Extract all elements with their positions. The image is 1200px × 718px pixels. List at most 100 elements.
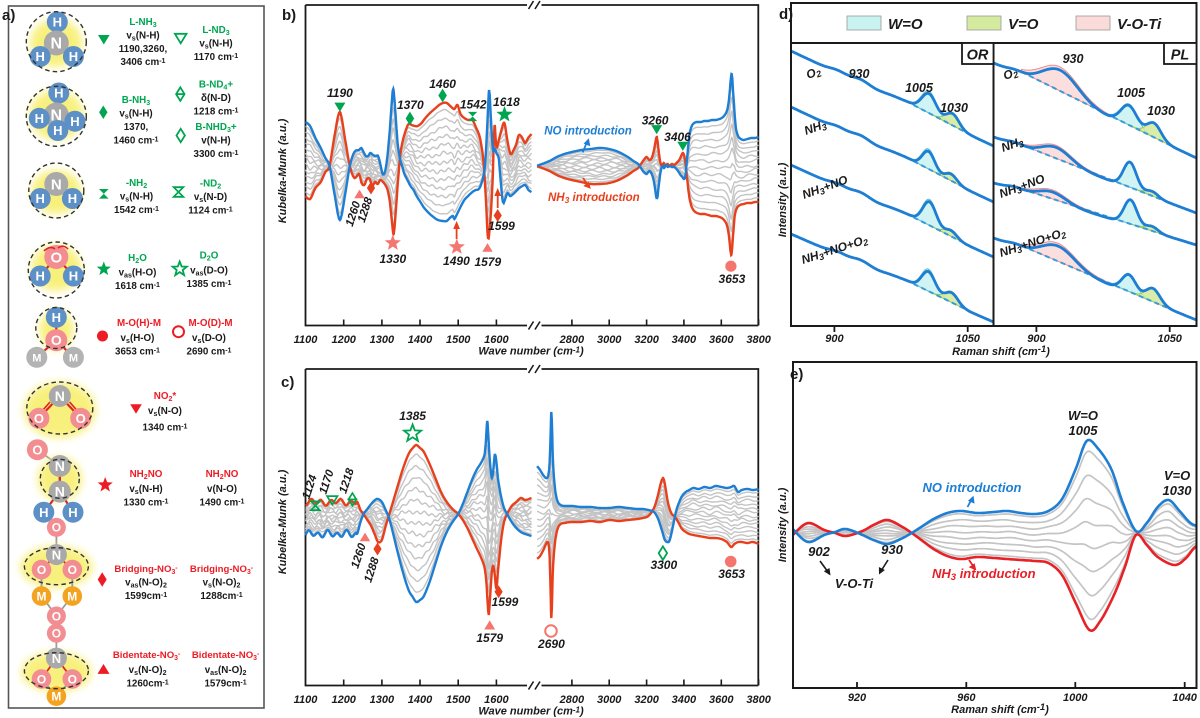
svg-text:1218 cm-1: 1218 cm-1 <box>194 106 239 117</box>
svg-text:δ(N-D): δ(N-D) <box>201 93 231 104</box>
svg-text:1618 cm-1: 1618 cm-1 <box>115 281 160 292</box>
svg-text:vs(N-H): vs(N-H) <box>199 39 232 51</box>
svg-text:1170 cm-1: 1170 cm-1 <box>194 52 239 63</box>
svg-text:1300: 1300 <box>370 694 395 706</box>
svg-text:-ND2: -ND2 <box>200 179 221 191</box>
svg-text:3800: 3800 <box>746 694 771 706</box>
svg-text:Raman shift (cm-1): Raman shift (cm-1) <box>951 702 1049 716</box>
svg-text:N: N <box>51 176 62 193</box>
svg-text:1190: 1190 <box>327 86 353 100</box>
svg-text:1579: 1579 <box>474 255 501 269</box>
svg-text:3600: 3600 <box>709 694 734 706</box>
svg-text:3406 cm-1: 3406 cm-1 <box>121 57 166 68</box>
svg-text:a): a) <box>2 7 15 24</box>
svg-text:902: 902 <box>808 544 830 559</box>
svg-text:H: H <box>69 269 78 284</box>
svg-text:NH2NO: NH2NO <box>130 469 163 481</box>
svg-text:M: M <box>37 590 47 604</box>
svg-text:1460: 1460 <box>429 77 456 91</box>
svg-text:OR: OR <box>967 48 989 64</box>
svg-text:900: 900 <box>825 333 844 345</box>
svg-text:M-O(H)-M: M-O(H)-M <box>117 318 161 329</box>
svg-text:M: M <box>67 590 77 604</box>
svg-text:NO introduction: NO introduction <box>544 126 632 138</box>
svg-text:NH3 introduction: NH3 introduction <box>548 192 640 205</box>
svg-text:1050: 1050 <box>1157 333 1182 345</box>
svg-text:1400: 1400 <box>408 694 433 706</box>
svg-text:3400: 3400 <box>672 694 697 706</box>
svg-text:3400: 3400 <box>672 334 697 346</box>
svg-text:H: H <box>70 114 79 129</box>
svg-text:O: O <box>50 249 62 266</box>
svg-text:3653 cm-1: 3653 cm-1 <box>115 346 160 357</box>
svg-text:1005: 1005 <box>1117 86 1146 100</box>
svg-text:O: O <box>52 626 61 640</box>
svg-text:V-O-Ti: V-O-Ti <box>835 576 874 591</box>
svg-text:O: O <box>68 563 77 577</box>
svg-text:H: H <box>69 49 78 64</box>
svg-text:vs(N-D): vs(N-D) <box>194 192 227 204</box>
svg-text:920: 920 <box>848 692 867 704</box>
svg-text:O: O <box>51 332 62 348</box>
svg-text:1542: 1542 <box>460 98 487 112</box>
svg-text:vs(H-O): vs(H-O) <box>121 333 155 345</box>
svg-text:D2O: D2O <box>200 251 219 263</box>
svg-text:Bidentate-NO3-: Bidentate-NO3- <box>192 650 260 662</box>
svg-text:-NH2: -NH2 <box>126 178 147 190</box>
svg-text:Bidentate-NO3-: Bidentate-NO3- <box>113 650 181 662</box>
svg-text:1599: 1599 <box>492 595 519 609</box>
svg-text:2800: 2800 <box>559 694 585 706</box>
svg-text:N: N <box>51 36 63 53</box>
svg-text:1600: 1600 <box>484 694 509 706</box>
svg-text:1005: 1005 <box>1069 423 1099 438</box>
svg-text:Kubelka-Munk (a.u.): Kubelka-Munk (a.u.) <box>277 469 289 574</box>
svg-text:H: H <box>54 86 63 101</box>
svg-text:v(N-O): v(N-O) <box>207 484 237 495</box>
svg-text:vs(N-H): vs(N-H) <box>120 192 153 204</box>
svg-text:1542 cm-1: 1542 cm-1 <box>114 205 159 216</box>
svg-text:b): b) <box>282 7 296 24</box>
svg-text:vas(N-O)2: vas(N-O)2 <box>125 578 167 590</box>
svg-text:1300: 1300 <box>370 334 395 346</box>
svg-text:H: H <box>35 111 44 126</box>
svg-text:1370,: 1370, <box>124 122 149 133</box>
svg-text:vs(N-O): vs(N-O) <box>148 406 182 418</box>
svg-text:Kubelka-Munk (a.u.): Kubelka-Munk (a.u.) <box>277 118 289 223</box>
svg-text:O: O <box>52 521 61 535</box>
svg-text:H: H <box>68 191 77 206</box>
svg-text:M: M <box>51 690 61 704</box>
svg-text:NH2NO: NH2NO <box>206 469 239 481</box>
svg-text:PL: PL <box>1171 48 1190 64</box>
svg-text:1385 cm-1: 1385 cm-1 <box>187 279 232 290</box>
svg-text:Bridging-NO3-: Bridging-NO3- <box>190 564 254 576</box>
svg-text:H: H <box>53 15 62 30</box>
svg-text:B-NHD3+: B-NHD3+ <box>195 122 237 134</box>
svg-text:H: H <box>36 269 45 284</box>
svg-text:1330: 1330 <box>379 252 406 266</box>
svg-text:v(N-H): v(N-H) <box>201 136 230 147</box>
svg-text:O: O <box>76 411 86 426</box>
svg-text:e): e) <box>790 366 803 383</box>
svg-text:930: 930 <box>881 542 903 557</box>
svg-text:1400: 1400 <box>408 334 433 346</box>
svg-text:1030: 1030 <box>1163 483 1193 498</box>
svg-text:1600: 1600 <box>484 334 509 346</box>
svg-text:1288cm-1: 1288cm-1 <box>200 591 242 602</box>
svg-text:H: H <box>52 310 61 325</box>
svg-text:d): d) <box>779 6 793 23</box>
svg-text:O: O <box>32 442 42 457</box>
svg-text:3800: 3800 <box>746 334 771 346</box>
svg-text:1200: 1200 <box>331 694 356 706</box>
svg-text:1460 cm-1: 1460 cm-1 <box>114 135 159 146</box>
svg-text:1618: 1618 <box>493 95 520 109</box>
svg-text:1124 cm-1: 1124 cm-1 <box>188 205 233 216</box>
svg-text:Bridging-NO3-: Bridging-NO3- <box>114 564 178 576</box>
svg-text:Raman shift (cm-1): Raman shift (cm-1) <box>952 344 1050 358</box>
svg-text:1260cm-1: 1260cm-1 <box>126 678 168 689</box>
svg-text:3260: 3260 <box>642 114 669 128</box>
svg-text:L-NH3: L-NH3 <box>129 17 156 29</box>
svg-text:1330 cm-1: 1330 cm-1 <box>124 497 169 508</box>
svg-text:H2O: H2O <box>128 253 147 265</box>
svg-text:1200: 1200 <box>331 334 356 346</box>
svg-text:1030: 1030 <box>940 101 968 115</box>
